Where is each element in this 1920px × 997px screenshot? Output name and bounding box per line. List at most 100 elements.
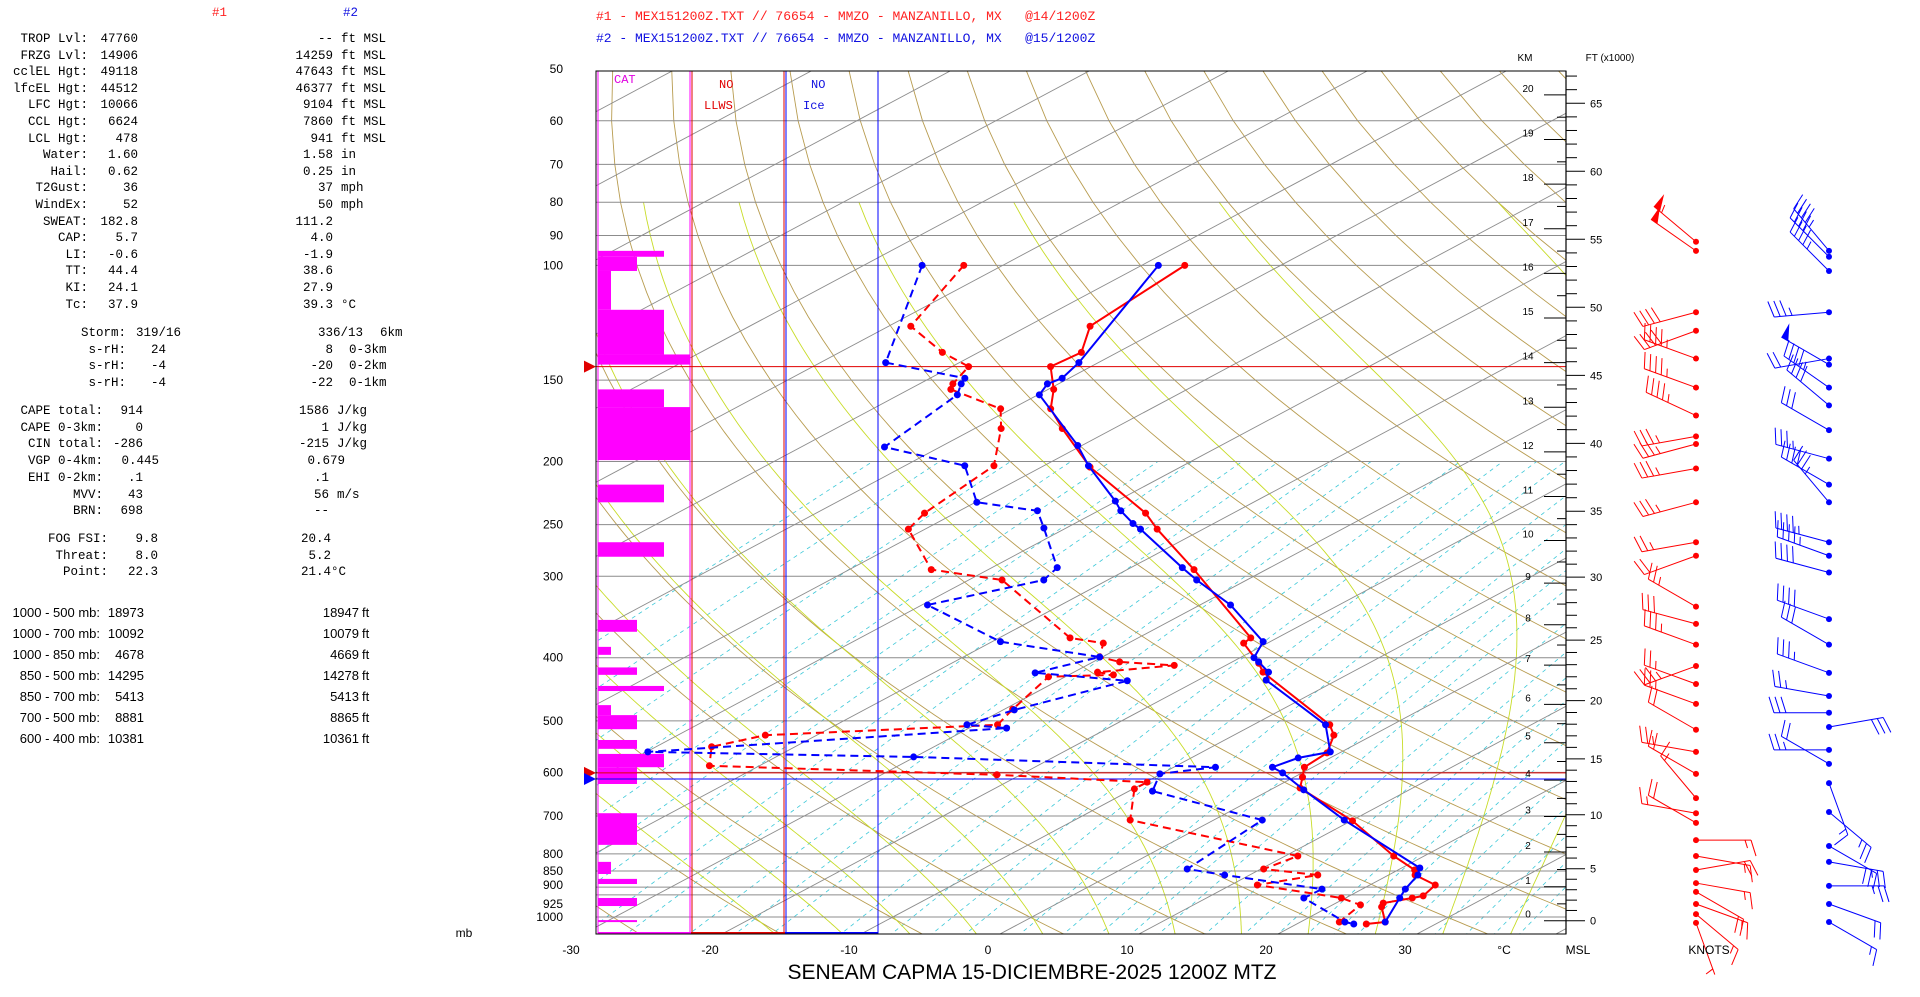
stat-unit: 6km (380, 326, 403, 340)
wind-barb-dot (1826, 858, 1832, 865)
pressure-tick-label: 90 (550, 229, 564, 243)
wind-barb-full (1789, 217, 1799, 233)
wind-barb-full (1633, 462, 1643, 479)
series-1-wind-barb (1633, 460, 1699, 479)
wind-barb-half (1729, 945, 1734, 954)
wind-barb-full (1780, 440, 1786, 458)
series-1-wind-barb (1643, 648, 1699, 688)
stat-value-2: -- (313, 504, 329, 519)
series-1-wind-barb (1650, 206, 1699, 254)
stat-value-1: 4678 (115, 647, 144, 662)
wind-barb-staff (1648, 701, 1697, 731)
series-2-dewpoint-point (961, 374, 969, 382)
wind-barb-full (1792, 546, 1794, 563)
series-2-wind-barb (1826, 808, 1872, 864)
msl-label: MSL (1566, 943, 1591, 957)
series-1-dewpoint-point (993, 771, 1001, 779)
stat-value-1: 24 (150, 342, 166, 357)
wind-barb-dot (1826, 669, 1832, 676)
wind-barb-staff (1648, 578, 1697, 608)
series-2-wind-barb (1776, 520, 1832, 559)
wind-barb-full (1653, 596, 1655, 613)
cat-column-label: CAT (614, 73, 636, 87)
stat-unit: ft MSL (341, 48, 387, 63)
series-1-wind-barb (1647, 729, 1699, 777)
series-2-temperature-point (1129, 520, 1137, 528)
wind-barb-full (1802, 229, 1812, 246)
cat-turbulence-bar (598, 861, 611, 874)
stat-unit: ft (362, 668, 370, 683)
km-tick-label: 8 (1525, 614, 1531, 625)
wind-barb-dot (1693, 603, 1699, 610)
wind-barb-full (1643, 351, 1646, 369)
ft-tick-label: 50 (1590, 302, 1602, 314)
stat-label: 1000 - 850 mb: (12, 647, 100, 662)
isotherm (1277, 779, 1566, 934)
wind-barb-full (1774, 511, 1777, 529)
stat-label: CCL Hgt: (27, 115, 88, 129)
isotherm (596, 71, 1091, 335)
wind-barb-full (1782, 639, 1785, 657)
wind-barb-full (1656, 380, 1660, 398)
wind-barb-full (1645, 460, 1655, 477)
wind-barb-full (1867, 870, 1872, 887)
stat-value-1: -286 (112, 437, 143, 452)
wind-barb-full (1749, 860, 1759, 876)
series-1-wind-barb (1639, 725, 1699, 755)
series-1-dewpoint-point (1130, 785, 1138, 793)
series-2-temperature-point (1117, 507, 1125, 515)
wind-barb-staff (1641, 541, 1697, 553)
wind-barb-half (1661, 204, 1666, 214)
stat-value-2: 18947 (322, 605, 359, 620)
series-2-temperature-point (1084, 462, 1092, 470)
tropopause-triangle-icon (584, 360, 596, 373)
cat-turbulence-bar (598, 354, 690, 365)
wind-barb-staff (1650, 218, 1697, 252)
series-1-temperature-point (1419, 892, 1427, 900)
series-2-temperature-point (1262, 676, 1270, 684)
series-2-dewpoint-point (957, 380, 965, 388)
dry-adiabat (789, 71, 1566, 801)
mixing-ratio-line (596, 461, 1159, 855)
series-1-dewpoint-point (998, 576, 1006, 584)
wind-barb-staff (1828, 903, 1881, 924)
stat-label: LI: (65, 247, 88, 262)
wind-barb-full (1639, 535, 1649, 551)
km-tick-label: 2 (1525, 841, 1531, 852)
hazard-columns (597, 71, 879, 934)
sounding-2-header: #2 - MEX151200Z.TXT // 76654 - MMZO - MA… (596, 31, 1096, 46)
km-tick-label: 7 (1525, 654, 1531, 665)
pressure-tick-label: 1000 (536, 910, 563, 924)
wind-barb-half (1743, 864, 1746, 873)
stat-unit: ft MSL (341, 81, 387, 96)
series-1-wind-barb (1693, 852, 1753, 883)
series-1-dewpoint-point (949, 380, 957, 388)
wind-barb-full (1780, 429, 1783, 447)
stat-value-2: 47643 (295, 65, 333, 80)
wind-barb-dot (1693, 384, 1699, 391)
stat-value-2: 4669 (330, 647, 359, 662)
wind-barb-dot (1693, 539, 1699, 546)
wind-barb-dot (1826, 455, 1832, 462)
ft-tick-label: 0 (1590, 916, 1596, 928)
wind-barb-full (1645, 499, 1655, 514)
wind-barb-full (1639, 786, 1643, 804)
wind-barb-full (1788, 587, 1790, 605)
series-2-temperature-point (1250, 654, 1258, 662)
series-1-dewpoint-point (1099, 639, 1107, 647)
series-1-dewpoint-point (947, 385, 955, 393)
isotherm (1555, 928, 1566, 934)
series-2-wind-barb (1789, 202, 1832, 260)
wind-barb-full (1645, 726, 1649, 744)
wind-barb-dot (1826, 427, 1832, 434)
stat-unit: mph (341, 198, 364, 212)
dry-adiabat (1203, 71, 1566, 427)
pressure-tick-label: 300 (543, 569, 563, 583)
mixing-ratio-line (840, 461, 1461, 934)
mixing-ratio-line (596, 461, 873, 643)
cat-turbulence-bar (598, 739, 637, 749)
isotherm (860, 557, 1566, 934)
wind-barb-dot (1826, 900, 1832, 907)
series-1-dewpoint-point (1170, 661, 1178, 669)
stat-value-1: .1 (127, 470, 143, 485)
